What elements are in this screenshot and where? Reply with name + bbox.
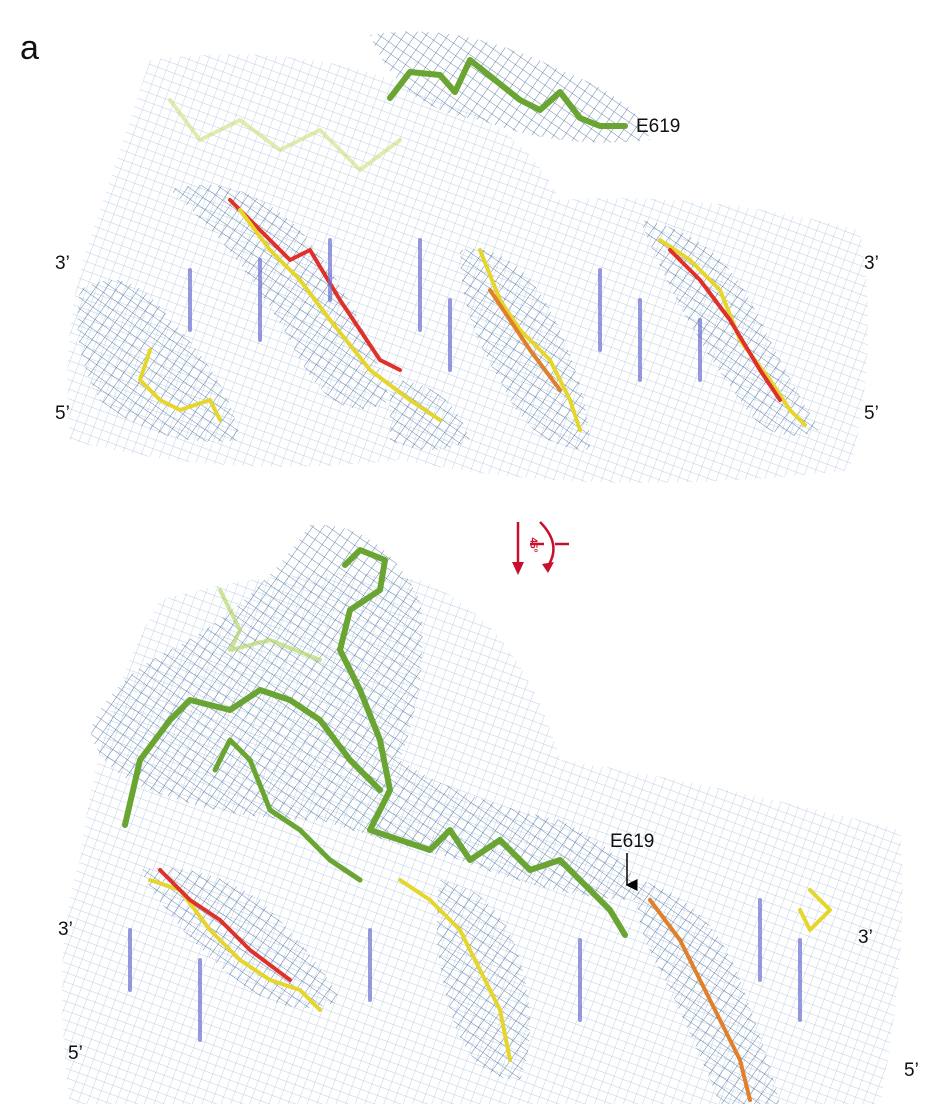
strand-end-label: 5’ — [864, 403, 879, 424]
rotation-symbol — [512, 522, 569, 575]
strand-end-label: 5’ — [55, 403, 70, 424]
residue-label: E619 — [636, 116, 680, 137]
rotation-label: 45° — [527, 537, 538, 552]
strand-end-label: 3’ — [58, 919, 73, 940]
bottom-density — [62, 525, 903, 1104]
top-density — [68, 32, 869, 483]
strand-end-label: 3’ — [858, 927, 873, 948]
residue-label: E619 — [610, 831, 654, 852]
strand-end-label: 5’ — [68, 1043, 83, 1064]
strand-end-label: 5’ — [904, 1060, 919, 1081]
page: a E619 3’ 5’ 3’ 5’ 45° E61 — [0, 0, 934, 1104]
panel-label: a — [20, 29, 39, 67]
strand-end-label: 3’ — [864, 253, 879, 274]
strand-end-label: 3’ — [55, 253, 70, 274]
figure: a E619 3’ 5’ 3’ 5’ 45° E61 — [0, 0, 934, 1104]
